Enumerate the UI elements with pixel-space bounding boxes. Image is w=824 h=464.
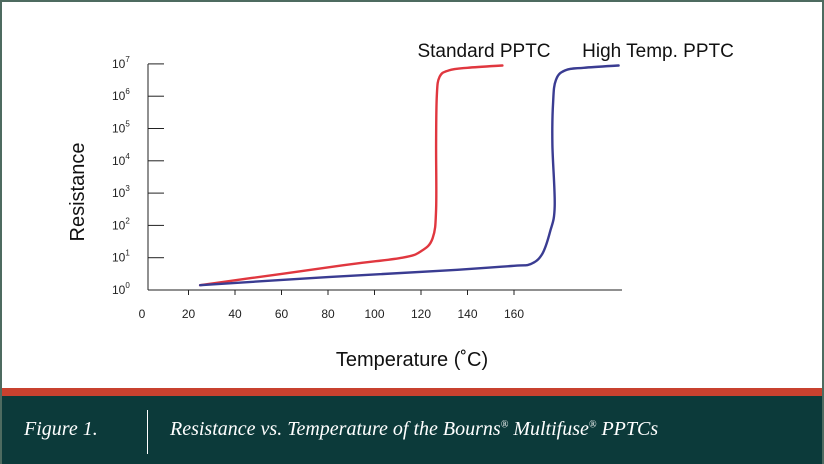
x-tick-label: 20 [182,307,196,321]
axes: 100 101 102 103 104 105 106 107 0 20 40 60 80 100 120 1… [112,55,622,321]
y-tick-label: 102 [112,216,130,232]
y-tick-label: 104 [112,152,130,168]
y-tick-label: 107 [112,55,130,71]
caption-part: Multifuse [508,418,589,440]
x-tick-label: 0 [139,307,146,321]
figure-caption: Resistance vs. Temperature of the Bourns… [170,418,658,441]
y-tick-label: 101 [112,249,130,265]
series-layer [198,64,620,287]
x-tick-label: 60 [275,307,289,321]
x-tick-label: 80 [321,307,335,321]
series-label: High Temp. PPTC [582,41,734,62]
x-axis-title: Temperature (˚C) [336,349,488,371]
x-tick-label: 160 [504,307,524,321]
figure-label: Figure 1. [24,418,98,440]
series-line [198,64,504,287]
caption-part: Resistance vs. Temperature of the Bourns [170,418,501,440]
labels-layer: Temperature (˚C) Resistance Standard PPTC H… [67,41,734,371]
x-tick-label: 40 [228,307,242,321]
chart: 100 101 102 103 104 105 106 107 0 20 40 60 80 100 120 1… [67,41,734,371]
x-tick-label: 120 [411,307,431,321]
caption-bar: Figure 1. Resistance vs. Temperature of … [2,388,822,464]
y-tick-label: 106 [112,87,130,103]
registered-mark: ® [588,419,597,431]
y-tick-label: 105 [112,120,130,136]
caption-divider [147,410,148,454]
series-label: Standard PPTC [417,41,550,62]
y-tick-label: 103 [112,184,130,200]
y-axis-title: Resistance [67,143,89,242]
y-tick-label: 100 [112,281,130,297]
x-tick-label: 140 [457,307,477,321]
series-line [198,64,620,287]
caption-part: PPTCs [596,418,659,440]
registered-mark: ® [500,419,509,431]
x-tick-label: 100 [364,307,384,321]
